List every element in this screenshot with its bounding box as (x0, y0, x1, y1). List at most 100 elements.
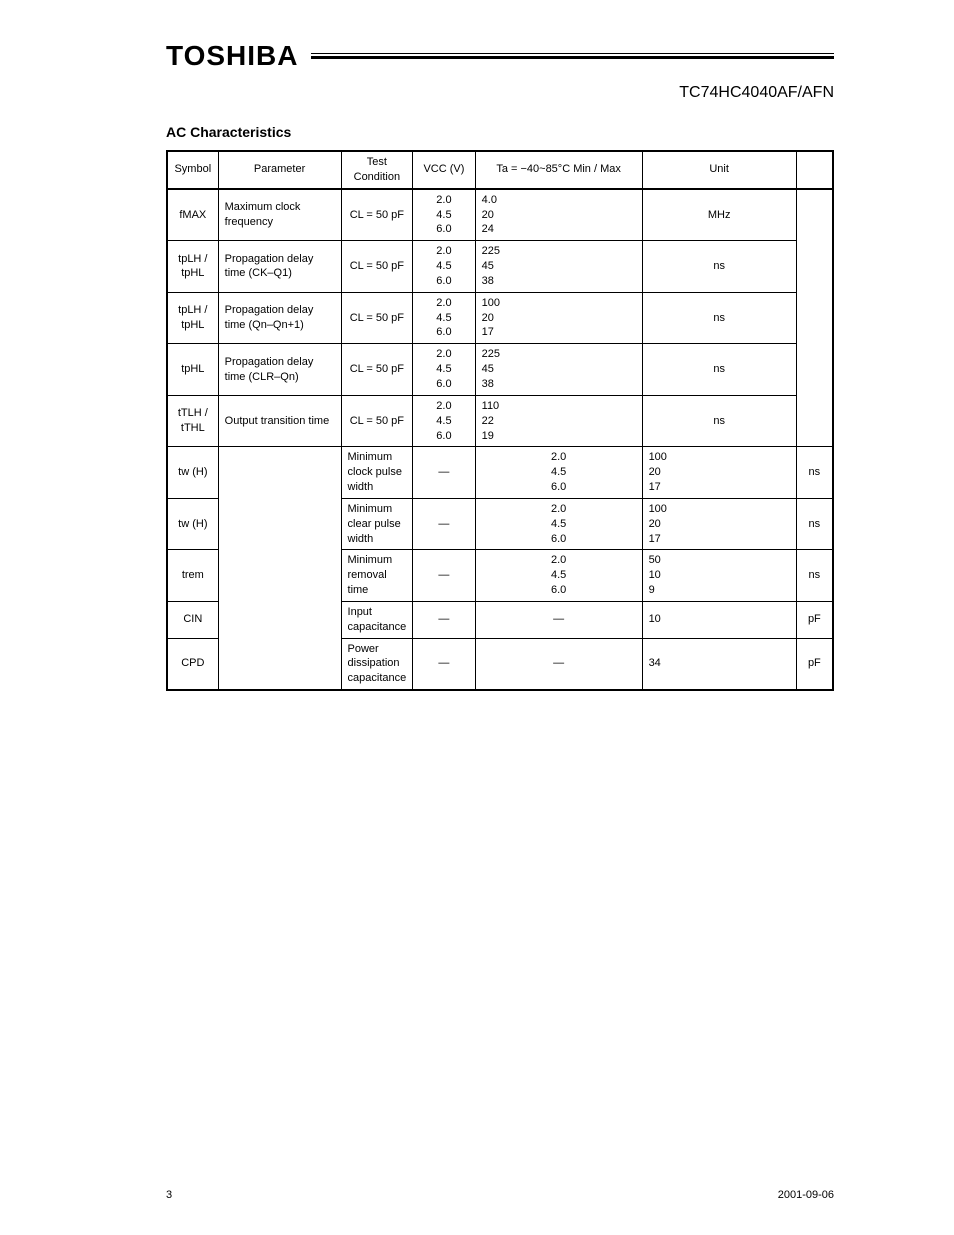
cell-values: 100 20 17 (642, 447, 796, 499)
val: 38 (482, 275, 494, 287)
val: 6.0 (436, 378, 451, 390)
val: 6.0 (436, 223, 451, 235)
cell-vcc: 2.0 4.5 6.0 (413, 189, 475, 241)
val: 17 (649, 481, 661, 493)
cell-cond: — (413, 498, 475, 550)
val: 100 (649, 503, 667, 515)
footer-date: 2001-09-06 (778, 1189, 834, 1201)
page: TOSHIBA TC74HC4040AF/AFN AC Characterist… (0, 0, 954, 731)
cell-cond: — (413, 638, 475, 690)
val: 4.5 (436, 312, 451, 324)
cell-param: Minimum clear pulse width (341, 498, 413, 550)
val: 2.0 (436, 245, 451, 257)
val: 17 (649, 533, 661, 545)
cell-vcc: 2.0 4.5 6.0 (475, 498, 642, 550)
val: 2.0 (551, 503, 566, 515)
table-header-row: Symbol Parameter Test Condition VCC (V) … (167, 151, 833, 189)
cell-symbol: tpLH / tpHL (167, 241, 218, 293)
cell-symbol: trem (167, 550, 218, 602)
cell-vcc: — (475, 601, 642, 638)
val: 4.5 (436, 260, 451, 272)
col-values: Ta = −40~85°C Min / Max (475, 151, 642, 189)
cell-cond: CL = 50 pF (341, 395, 413, 447)
val: 50 (649, 554, 661, 566)
table-row: tpHL Propagation delay time (CLR–Qn) CL … (167, 344, 833, 396)
val: 2.0 (436, 400, 451, 412)
cell-param: Maximum clock frequency (218, 189, 341, 241)
val: 9 (649, 584, 655, 596)
cell-vcc: — (475, 638, 642, 690)
val: 20 (482, 209, 494, 221)
page-footer: 3 2001-09-06 (166, 1189, 834, 1201)
val: 22 (482, 415, 494, 427)
val: 10 (649, 569, 661, 581)
val: 4.5 (436, 363, 451, 375)
col-test-condition: Test Condition (341, 151, 413, 189)
val: 4.5 (436, 209, 451, 221)
cell-param: Minimum clock pulse width (341, 447, 413, 499)
part-number: TC74HC4040AF/AFN (166, 84, 834, 102)
footer-page: 3 (166, 1189, 172, 1201)
cell-vcc: 2.0 4.5 6.0 (413, 344, 475, 396)
cell-param: Output transition time (218, 395, 341, 447)
cell-cond: CL = 50 pF (341, 292, 413, 344)
group-bracket (218, 447, 341, 690)
cell-vcc: 2.0 4.5 6.0 (413, 292, 475, 344)
cell-unit: ns (642, 395, 796, 447)
page-header: TOSHIBA (166, 40, 834, 72)
table-row: tTLH / tTHL Output transition time CL = … (167, 395, 833, 447)
table-row: tw (H) Minimum clock pulse width — 2.0 4… (167, 447, 833, 499)
cell-symbol: CPD (167, 638, 218, 690)
table-row: fMAX Maximum clock frequency CL = 50 pF … (167, 189, 833, 241)
cell-symbol: tTLH / tTHL (167, 395, 218, 447)
val: 2.0 (436, 297, 451, 309)
cell-unit: ns (642, 344, 796, 396)
val: 110 (482, 400, 500, 412)
val: 38 (482, 378, 494, 390)
val: 225 (482, 348, 500, 360)
cell-cond: CL = 50 pF (341, 344, 413, 396)
col-symbol: Symbol (167, 151, 218, 189)
val: 4.5 (436, 415, 451, 427)
cell-unit: ns (796, 550, 833, 602)
val: 6.0 (551, 584, 566, 596)
cell-values: 100 20 17 (475, 292, 642, 344)
val: 4.5 (551, 466, 566, 478)
cell-symbol: tw (H) (167, 447, 218, 499)
ac-characteristics-table: Symbol Parameter Test Condition VCC (V) … (166, 150, 834, 691)
cell-symbol: tpLH / tpHL (167, 292, 218, 344)
toshiba-logo: TOSHIBA (166, 40, 299, 72)
table-row: tpLH / tpHL Propagation delay time (CK–Q… (167, 241, 833, 293)
cell-values: 34 (642, 638, 796, 690)
val: 4.5 (551, 569, 566, 581)
cell-unit: pF (796, 601, 833, 638)
cell-vcc: 2.0 4.5 6.0 (413, 241, 475, 293)
cell-vcc: 2.0 4.5 6.0 (475, 550, 642, 602)
col-vcc: VCC (V) (413, 151, 475, 189)
val: 2.0 (436, 194, 451, 206)
cell-unit: ns (642, 241, 796, 293)
val: 45 (482, 363, 494, 375)
col-unit: Unit (642, 151, 796, 189)
val: 6.0 (551, 481, 566, 493)
cell-values: 225 45 38 (475, 241, 642, 293)
val: 4.0 (482, 194, 497, 206)
val: 20 (649, 466, 661, 478)
cell-unit: ns (796, 498, 833, 550)
val: 17 (482, 326, 494, 338)
section-title: AC Characteristics (166, 124, 834, 140)
cell-values: 50 10 9 (642, 550, 796, 602)
cell-unit: MHz (642, 189, 796, 241)
cell-symbol: CIN (167, 601, 218, 638)
val: 2.0 (551, 554, 566, 566)
val: 225 (482, 245, 500, 257)
val: 20 (649, 518, 661, 530)
val: 24 (482, 223, 494, 235)
val: 2.0 (551, 451, 566, 463)
cell-param: Propagation delay time (Qn–Qn+1) (218, 292, 341, 344)
cell-param: Input capacitance (341, 601, 413, 638)
cell-cond: CL = 50 pF (341, 189, 413, 241)
cell-cond: — (413, 550, 475, 602)
cell-cond: — (413, 447, 475, 499)
cell-values: 10 (642, 601, 796, 638)
